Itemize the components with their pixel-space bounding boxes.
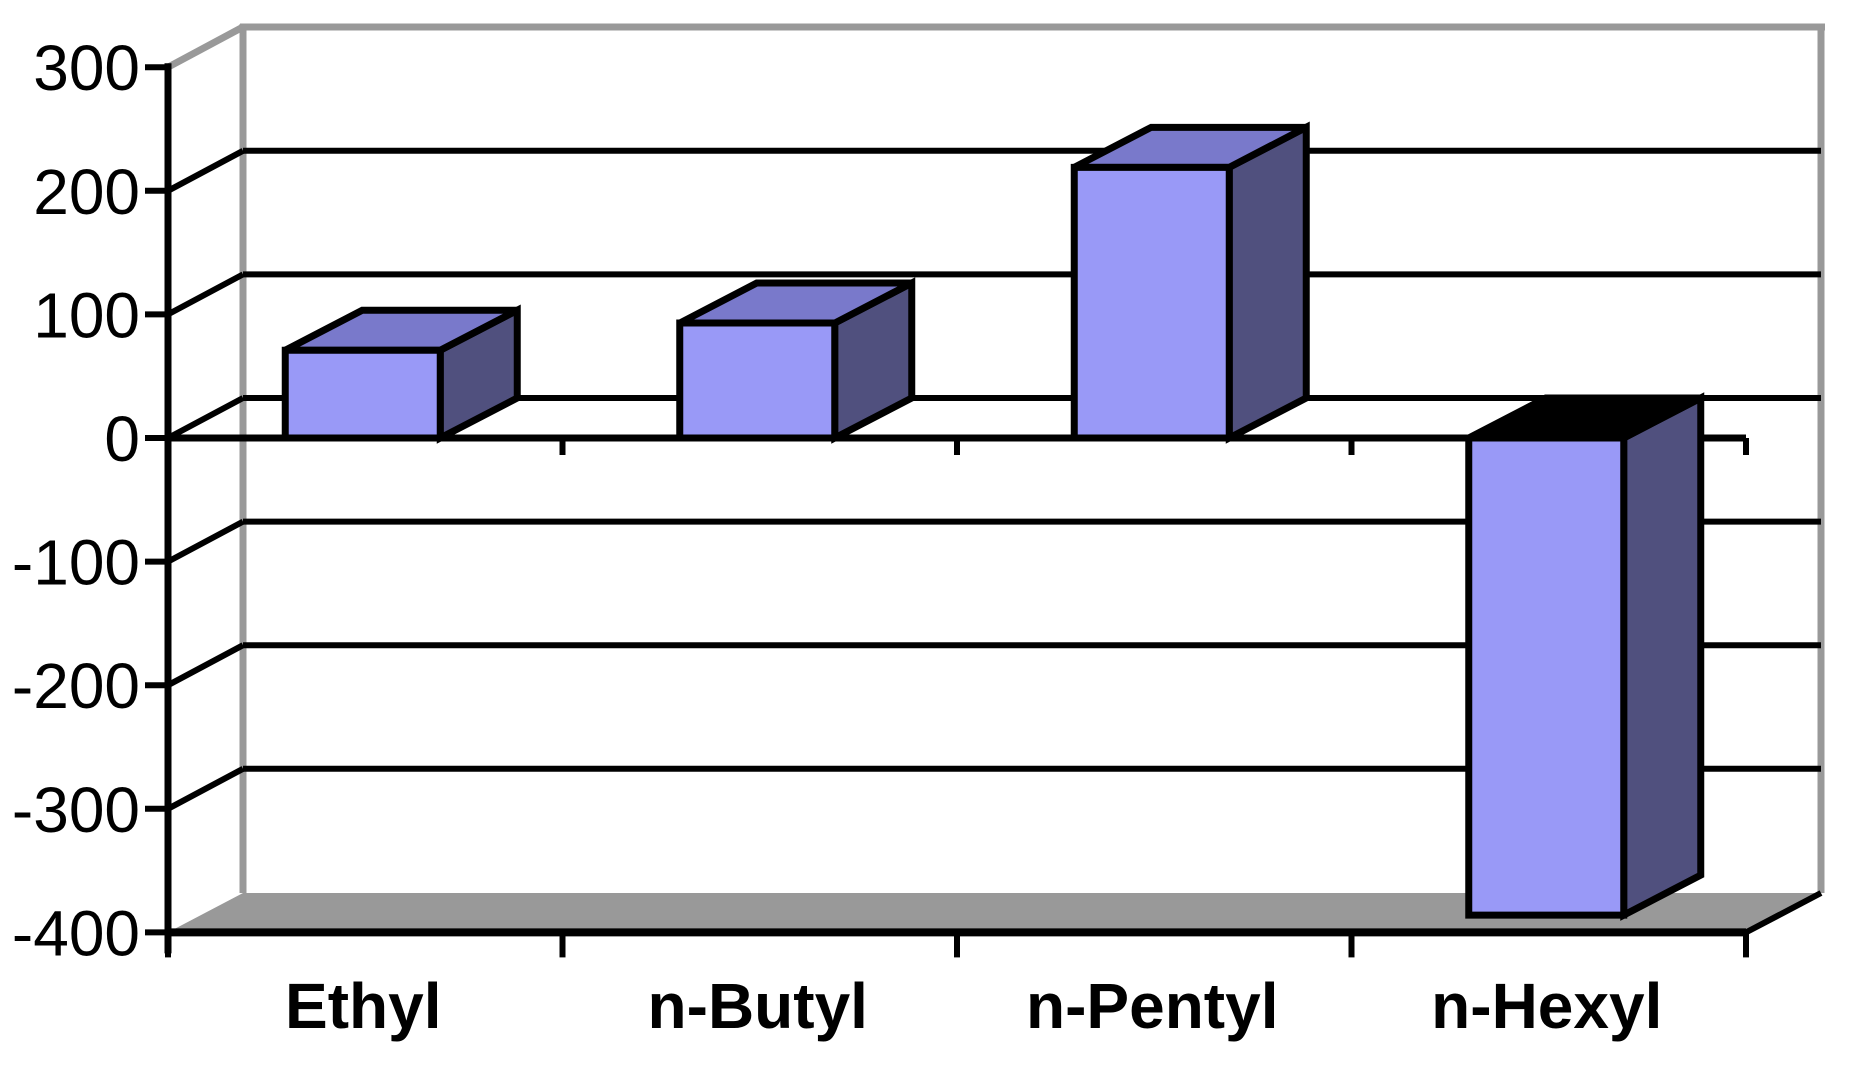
y-tick-label--400: -400 xyxy=(12,897,140,969)
bar-ethyl xyxy=(281,304,521,444)
left-wall-diagonal--300 xyxy=(166,766,245,812)
bar-side-face xyxy=(1225,121,1310,444)
x-category-labels: Ethyl n-Butyl n-Pentyl n-Hexyl xyxy=(285,970,1662,1042)
left-wall-diagonal-200 xyxy=(166,148,245,194)
bar-front-face xyxy=(1465,434,1628,919)
bars xyxy=(281,121,1705,921)
y-axis xyxy=(145,63,172,954)
y-tick-label-100: 100 xyxy=(33,279,140,351)
left-wall-diagonal--200 xyxy=(166,642,245,688)
left-wall-diagonal-100 xyxy=(166,271,245,318)
bar-n-pentyl xyxy=(1070,121,1310,444)
x-category-label-n-pentyl: n-Pentyl xyxy=(1026,970,1278,1042)
y-tick-label-200: 200 xyxy=(33,156,140,228)
x-category-label-ethyl: Ethyl xyxy=(285,970,441,1042)
y-tick-label-300: 300 xyxy=(33,32,140,104)
bar-front-face xyxy=(281,346,444,442)
bar-n-hexyl xyxy=(1465,392,1705,921)
y-tick-label-0: 0 xyxy=(104,403,140,475)
y-tick-label--100: -100 xyxy=(12,527,140,599)
wall-edges xyxy=(166,23,1825,893)
y-tick-labels: 300 200 100 0 -100 -200 -300 -400 xyxy=(12,32,140,969)
floor-right-edge xyxy=(1744,890,1823,936)
floor xyxy=(165,890,1823,958)
bar-front-face xyxy=(676,319,839,442)
left-wall-top-edge xyxy=(166,23,245,71)
y-tick-label--200: -200 xyxy=(12,650,140,722)
left-wall-diagonal--100 xyxy=(166,518,245,565)
bar-side-face xyxy=(1620,392,1705,921)
bar-n-butyl xyxy=(676,277,916,444)
y-tick-label--300: -300 xyxy=(12,774,140,846)
floor-surface xyxy=(168,893,1821,933)
left-wall-diagonal-0 xyxy=(166,395,245,441)
x-category-label-n-butyl: n-Butyl xyxy=(648,970,868,1042)
x-category-label-n-hexyl: n-Hexyl xyxy=(1431,970,1662,1042)
bar-front-face xyxy=(1070,163,1233,442)
